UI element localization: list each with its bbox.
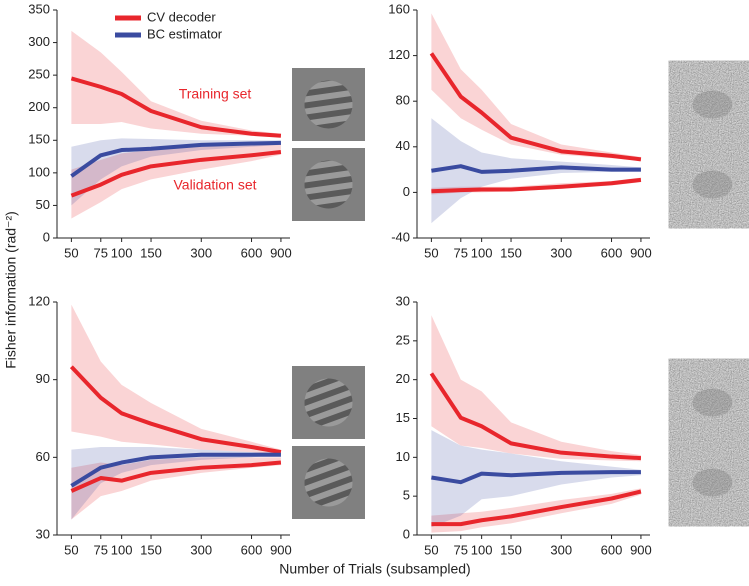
x-tick-label: 50 xyxy=(424,245,438,260)
y-tick-label: 30 xyxy=(36,526,50,541)
x-tick-label: 300 xyxy=(190,542,212,557)
x-tick-label: 150 xyxy=(140,542,162,557)
x-tick-label: 300 xyxy=(550,542,572,557)
y-tick-label: 15 xyxy=(396,410,410,425)
confidence-band xyxy=(431,315,641,462)
x-tick-label: 75 xyxy=(454,245,468,260)
series-line xyxy=(429,372,642,461)
series-line xyxy=(70,76,282,138)
confidence-band xyxy=(431,13,641,161)
x-tick-label: 100 xyxy=(471,542,493,557)
y-tick-label: 350 xyxy=(28,1,50,16)
y-tick-label: 60 xyxy=(36,449,50,464)
x-tick-label: 75 xyxy=(94,542,108,557)
series-line xyxy=(69,365,282,455)
x-tick-label: 50 xyxy=(64,542,78,557)
confidence-band xyxy=(71,446,281,520)
stimulus-image xyxy=(292,68,365,141)
x-tick-label: 300 xyxy=(190,245,212,260)
y-tick-label: 100 xyxy=(28,164,50,179)
y-tick-label: 5 xyxy=(403,488,410,503)
series-line xyxy=(429,52,642,162)
x-tick-label: 50 xyxy=(424,542,438,557)
series-line xyxy=(431,470,641,485)
series-line xyxy=(431,164,641,174)
x-tick-label: 600 xyxy=(601,245,623,260)
y-tick-label: 0 xyxy=(43,229,50,244)
series-line xyxy=(431,489,642,527)
confidence-band xyxy=(71,138,281,206)
x-tick-label: 900 xyxy=(270,542,292,557)
confidence-band xyxy=(71,304,281,455)
x-tick-label: 150 xyxy=(500,542,522,557)
y-axis-label: Fisher information (rad⁻²) xyxy=(3,211,19,369)
y-tick-label: 80 xyxy=(396,93,410,108)
annotation: Training set xyxy=(179,86,252,102)
stimulus-image xyxy=(292,366,365,439)
confidence-band xyxy=(71,30,281,138)
x-tick-label: 900 xyxy=(270,245,292,260)
x-tick-label: 100 xyxy=(471,245,493,260)
y-tick-label: 0 xyxy=(403,526,410,541)
y-tick-label: 10 xyxy=(396,449,410,464)
y-tick-label: 300 xyxy=(28,34,50,49)
y-tick-label: 90 xyxy=(36,371,50,386)
stimulus-image xyxy=(676,366,749,439)
y-tick-label: 120 xyxy=(28,293,50,308)
series-line xyxy=(431,177,642,194)
x-tick-label: 600 xyxy=(241,542,263,557)
x-tick-label: 100 xyxy=(111,245,133,260)
confidence-band xyxy=(71,457,281,520)
x-tick-label: 150 xyxy=(500,245,522,260)
confidence-band xyxy=(431,430,641,528)
series-line xyxy=(70,150,282,198)
y-tick-label: 50 xyxy=(36,197,50,212)
y-tick-label: 40 xyxy=(396,138,410,153)
y-tick-label: 250 xyxy=(28,67,50,82)
x-tick-label: 900 xyxy=(630,542,652,557)
y-tick-label: 20 xyxy=(396,371,410,386)
stimulus-image xyxy=(292,148,365,221)
x-tick-label: 50 xyxy=(64,245,78,260)
legend-label: BC estimator xyxy=(147,26,223,41)
y-tick-label: 150 xyxy=(28,132,50,147)
y-tick-label: 120 xyxy=(388,47,410,62)
y-tick-label: 30 xyxy=(396,293,410,308)
confidence-band xyxy=(71,143,281,219)
stimulus-image xyxy=(292,446,365,519)
x-tick-label: 600 xyxy=(241,245,263,260)
x-tick-label: 300 xyxy=(550,245,572,260)
x-axis-label: Number of Trials (subsampled) xyxy=(279,561,470,577)
x-tick-label: 150 xyxy=(140,245,162,260)
series-line xyxy=(70,140,281,178)
x-tick-label: 75 xyxy=(94,245,108,260)
legend-label: CV decoder xyxy=(147,9,216,24)
stimulus-image xyxy=(676,446,749,519)
series-line xyxy=(70,460,282,493)
series-line xyxy=(70,452,281,488)
y-tick-label: -40 xyxy=(391,229,410,244)
y-tick-label: 200 xyxy=(28,99,50,114)
y-tick-label: 0 xyxy=(403,184,410,199)
y-tick-label: 160 xyxy=(388,1,410,16)
annotation: Validation set xyxy=(173,177,256,193)
stimulus-image xyxy=(676,148,749,221)
stimulus-image xyxy=(676,68,749,141)
x-tick-label: 600 xyxy=(601,542,623,557)
x-tick-label: 75 xyxy=(454,542,468,557)
x-tick-label: 900 xyxy=(630,245,652,260)
x-tick-label: 100 xyxy=(111,542,133,557)
y-tick-label: 25 xyxy=(396,332,410,347)
